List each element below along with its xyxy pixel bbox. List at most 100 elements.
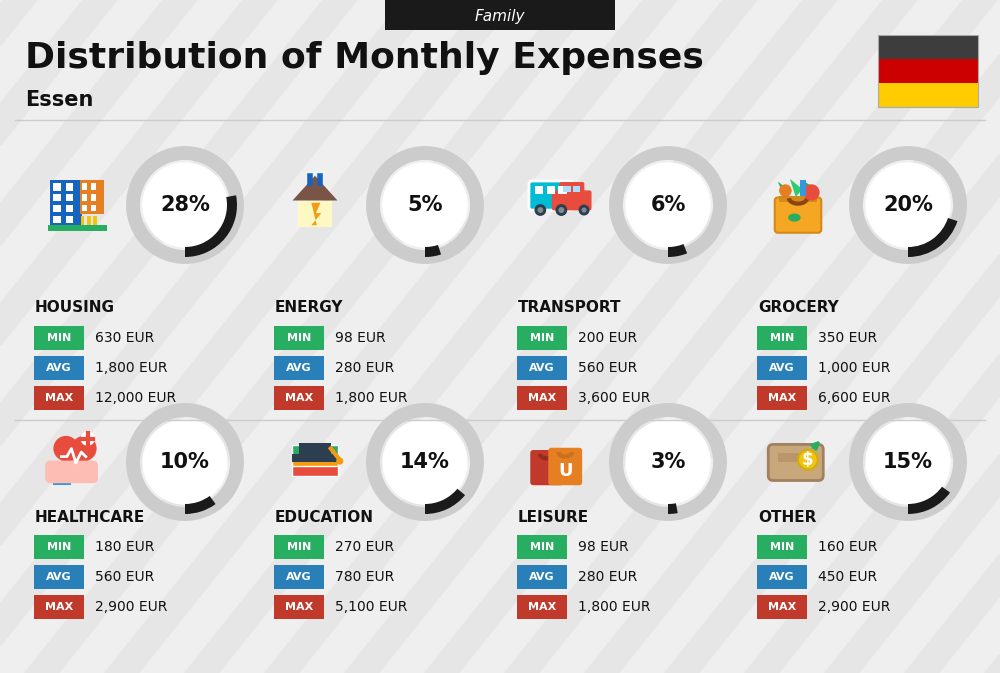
FancyBboxPatch shape <box>757 595 807 619</box>
FancyBboxPatch shape <box>757 565 807 589</box>
Text: 6%: 6% <box>650 195 686 215</box>
FancyBboxPatch shape <box>45 460 98 483</box>
Wedge shape <box>185 496 216 514</box>
Text: 3%: 3% <box>650 452 686 472</box>
Text: 200 EUR: 200 EUR <box>578 331 637 345</box>
Text: AVG: AVG <box>769 363 795 373</box>
Bar <box>53 205 61 212</box>
Text: 350 EUR: 350 EUR <box>818 331 877 345</box>
Bar <box>573 186 580 192</box>
Bar <box>558 186 567 194</box>
Bar <box>53 471 71 485</box>
Text: MIN: MIN <box>530 333 554 343</box>
Text: 20%: 20% <box>883 195 933 215</box>
Polygon shape <box>311 203 321 225</box>
Wedge shape <box>425 489 465 514</box>
Text: ENERGY: ENERGY <box>275 301 344 316</box>
Text: 1,800 EUR: 1,800 EUR <box>95 361 168 375</box>
Text: OTHER: OTHER <box>758 509 816 524</box>
Wedge shape <box>668 244 687 257</box>
Circle shape <box>779 184 792 197</box>
FancyBboxPatch shape <box>548 448 582 485</box>
Circle shape <box>866 420 950 504</box>
FancyBboxPatch shape <box>274 356 324 380</box>
Text: 270 EUR: 270 EUR <box>335 540 394 554</box>
Bar <box>563 186 571 192</box>
Bar <box>800 180 806 196</box>
Circle shape <box>80 431 95 446</box>
Text: 12,000 EUR: 12,000 EUR <box>95 391 176 405</box>
Text: AVG: AVG <box>529 572 555 582</box>
Polygon shape <box>790 179 802 197</box>
Polygon shape <box>778 182 791 197</box>
Text: Essen: Essen <box>25 90 93 110</box>
Text: MAX: MAX <box>528 602 556 612</box>
Bar <box>81 216 84 225</box>
FancyBboxPatch shape <box>517 356 567 380</box>
FancyBboxPatch shape <box>34 356 84 380</box>
FancyBboxPatch shape <box>274 326 324 350</box>
Text: MAX: MAX <box>285 602 313 612</box>
Text: 6,600 EUR: 6,600 EUR <box>818 391 891 405</box>
FancyBboxPatch shape <box>292 464 338 476</box>
Text: 630 EUR: 630 EUR <box>95 331 154 345</box>
Circle shape <box>798 450 818 470</box>
Circle shape <box>582 207 587 213</box>
Text: 3,600 EUR: 3,600 EUR <box>578 391 650 405</box>
Bar <box>82 194 87 201</box>
Bar <box>66 205 73 212</box>
Circle shape <box>143 163 227 247</box>
Text: MIN: MIN <box>287 333 311 343</box>
Text: EDUCATION: EDUCATION <box>275 509 374 524</box>
Text: LEISURE: LEISURE <box>518 509 589 524</box>
Bar <box>91 205 96 211</box>
Text: 1,800 EUR: 1,800 EUR <box>335 391 408 405</box>
Polygon shape <box>55 454 95 473</box>
Text: 2,900 EUR: 2,900 EUR <box>95 600 167 614</box>
Wedge shape <box>185 195 237 257</box>
Text: 14%: 14% <box>400 452 450 472</box>
Text: MAX: MAX <box>768 602 796 612</box>
Text: 560 EUR: 560 EUR <box>578 361 637 375</box>
Bar <box>91 184 96 190</box>
Circle shape <box>558 207 564 213</box>
Bar <box>91 194 96 201</box>
Text: MIN: MIN <box>770 333 794 343</box>
Text: MAX: MAX <box>768 393 796 403</box>
FancyBboxPatch shape <box>757 535 807 559</box>
Bar <box>535 186 543 194</box>
Text: 10%: 10% <box>160 452 210 472</box>
FancyBboxPatch shape <box>517 386 567 410</box>
Bar <box>878 35 978 107</box>
Circle shape <box>53 436 79 461</box>
Circle shape <box>866 163 950 247</box>
Text: 98 EUR: 98 EUR <box>335 331 386 345</box>
FancyBboxPatch shape <box>529 181 573 210</box>
Text: Distribution of Monthly Expenses: Distribution of Monthly Expenses <box>25 41 704 75</box>
Circle shape <box>537 207 543 213</box>
Circle shape <box>559 207 564 213</box>
Bar <box>878 35 978 59</box>
Bar <box>82 205 87 211</box>
FancyBboxPatch shape <box>757 386 807 410</box>
FancyBboxPatch shape <box>775 197 821 233</box>
Circle shape <box>555 204 567 216</box>
Bar <box>48 225 106 231</box>
Text: AVG: AVG <box>286 572 312 582</box>
Text: MIN: MIN <box>287 542 311 552</box>
Bar <box>93 216 97 225</box>
FancyBboxPatch shape <box>385 0 615 30</box>
Text: MIN: MIN <box>47 542 71 552</box>
Text: 450 EUR: 450 EUR <box>818 570 877 584</box>
Circle shape <box>579 205 590 215</box>
Text: U: U <box>558 462 572 480</box>
Circle shape <box>383 163 467 247</box>
Wedge shape <box>908 487 950 514</box>
Circle shape <box>534 204 546 216</box>
Bar <box>298 201 332 227</box>
FancyBboxPatch shape <box>757 326 807 350</box>
Bar <box>878 59 978 83</box>
Text: GROCERY: GROCERY <box>758 301 839 316</box>
Wedge shape <box>425 245 441 257</box>
Text: 1,800 EUR: 1,800 EUR <box>578 600 650 614</box>
